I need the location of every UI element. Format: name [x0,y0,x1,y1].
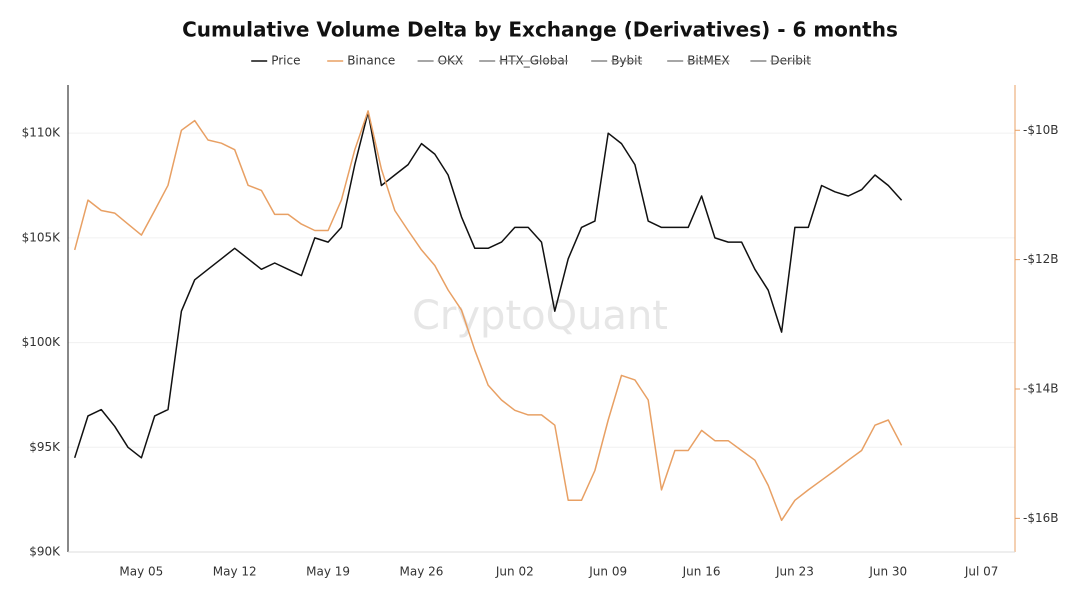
y-tick-label: $95K [29,440,61,454]
y-tick-label: $105K [22,230,62,244]
series-line [73,110,903,522]
y-tick-label: $100K [22,335,62,349]
y-tick-label: $90K [29,545,61,559]
y-tick-label: $110K [22,126,62,140]
y2-tick-label: -$14B [1023,382,1058,396]
y2-tick-label: -$10B [1023,123,1058,137]
x-tick-label: May 12 [213,565,257,579]
watermark: CryptoQuant [412,293,668,339]
chart-title: Cumulative Volume Delta by Exchange (Der… [182,18,898,42]
x-tick-label: Jun 09 [588,565,627,579]
y2-tick-label: -$12B [1023,252,1058,266]
series-line [73,111,903,459]
x-tick-label: Jun 30 [868,565,907,579]
x-tick-label: Jun 02 [495,565,534,579]
x-tick-label: Jul 07 [964,565,999,579]
legend-label[interactable]: Price [271,54,300,68]
x-tick-label: May 19 [306,565,350,579]
x-tick-label: May 26 [400,565,444,579]
x-tick-label: Jun 16 [682,565,721,579]
x-tick-label: Jun 23 [775,565,814,579]
x-tick-label: May 05 [119,565,163,579]
legend-label[interactable]: Binance [347,54,395,68]
y2-tick-label: -$16B [1023,511,1058,525]
